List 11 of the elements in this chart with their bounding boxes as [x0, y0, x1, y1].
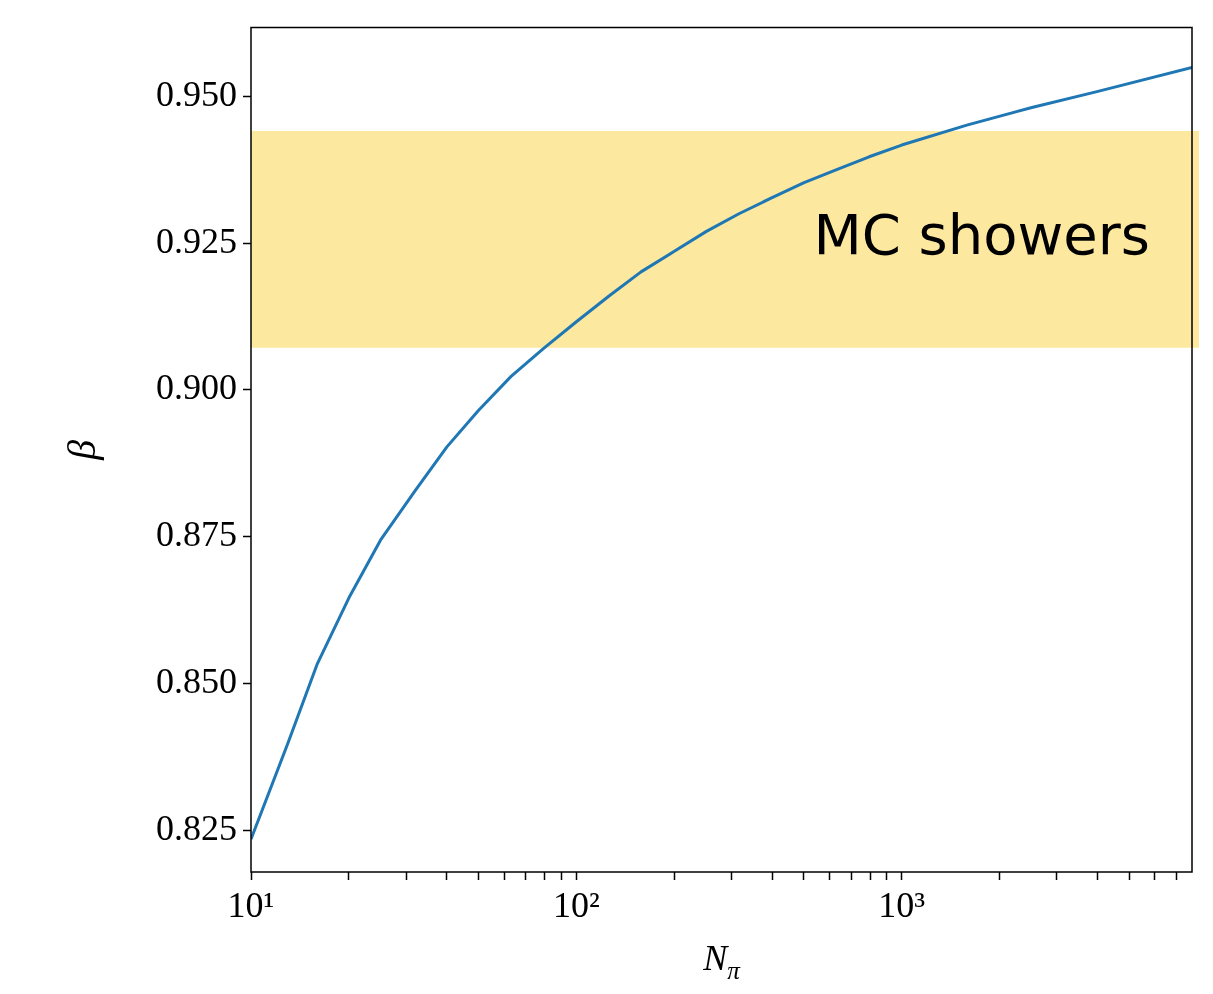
- x-tick-label: 10¹: [227, 885, 275, 926]
- band-label: MC showers: [813, 201, 1150, 267]
- y-tick-label: 0.850: [156, 660, 237, 701]
- y-tick-label: 0.900: [156, 367, 237, 408]
- y-axis-title: β: [59, 439, 104, 461]
- y-tick-label: 0.825: [156, 807, 237, 848]
- y-tick-label: 0.950: [156, 73, 237, 114]
- y-tick-label: 0.925: [156, 220, 237, 261]
- y-tick-label: 0.875: [156, 514, 237, 555]
- x-tick-label: 10²: [552, 885, 600, 926]
- x-tick-label: 10³: [878, 885, 926, 926]
